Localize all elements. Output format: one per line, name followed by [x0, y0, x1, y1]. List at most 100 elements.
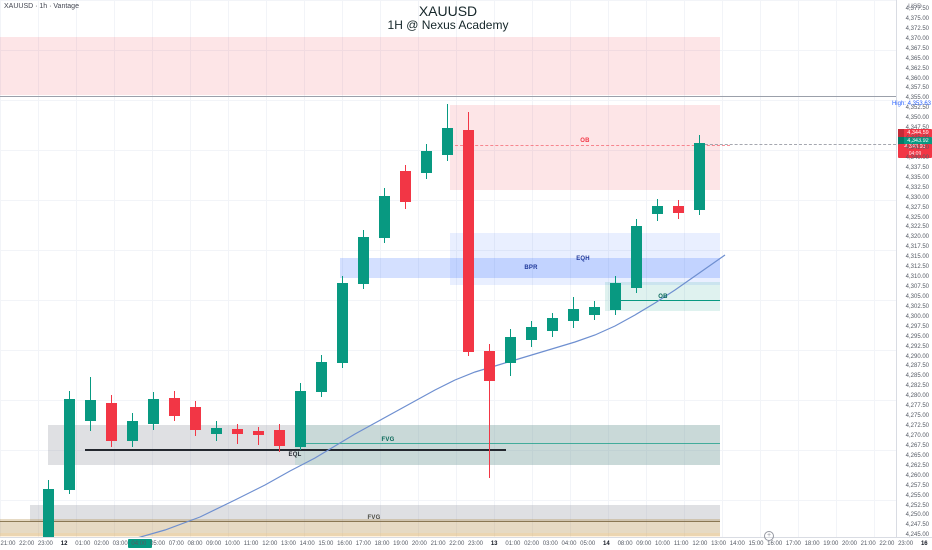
candle-wick [258, 427, 259, 445]
time-tick: 07:00 [168, 541, 184, 547]
currency-label[interactable]: USD [908, 3, 922, 10]
zone-label-fvg: FVG [367, 515, 381, 521]
sell-price-value: 4,344.59 [907, 129, 929, 136]
time-tick: 21:00 [430, 541, 446, 547]
time-tick: 18:00 [804, 541, 820, 547]
sell-price-tag[interactable]: 4,344.59 [898, 129, 932, 138]
price-tick: 4,310.00 [905, 274, 929, 281]
time-tick: 18:00 [374, 541, 390, 547]
candle [295, 391, 306, 447]
price-tick: 4,337.50 [905, 164, 929, 171]
price-tick: 4,317.50 [905, 244, 929, 251]
candle [337, 283, 348, 363]
price-tick: 4,252.50 [905, 502, 929, 509]
price-tick: 4,257.50 [905, 482, 929, 489]
time-tick: 19:00 [393, 541, 409, 547]
candle [232, 429, 243, 434]
price-tick: 4,305.00 [905, 293, 929, 300]
candle [211, 428, 222, 434]
candle [589, 307, 600, 315]
chart-title: XAUUSD [418, 3, 478, 19]
time-tick: 21:00 [860, 541, 876, 547]
candle [673, 206, 684, 213]
price-tick: 4,372.50 [905, 25, 929, 32]
time-tick: 20:00 [841, 541, 858, 547]
time-tick: 13:00 [711, 541, 727, 547]
candle [379, 196, 390, 238]
chart-title-block: XAUUSD 1H @ Nexus Academy [0, 4, 896, 32]
price-tick: 4,260.00 [905, 472, 929, 479]
high-price-label: High: 4,353.63 [891, 101, 931, 107]
time-tick: 23:00 [898, 541, 914, 547]
time-tick: 23:00 [467, 541, 484, 547]
price-tick: 4,300.00 [905, 313, 929, 320]
timeline-plus-icon[interactable]: + [764, 531, 774, 541]
price-tick: 4,297.50 [905, 323, 929, 330]
time-tick: 11:00 [673, 541, 689, 547]
candle [463, 130, 474, 352]
time-tick: 09:00 [206, 541, 222, 547]
price-tick: 4,332.50 [905, 184, 929, 191]
price-tick: 4,357.50 [905, 85, 929, 92]
candle [127, 421, 138, 441]
price-tick: 4,370.00 [905, 35, 929, 42]
symbol-legend[interactable]: XAUUSD · 1h · Vantage [4, 3, 79, 10]
fvg-line-teal [295, 443, 720, 444]
price-axis[interactable]: USD High: 4,353.63 4,344.59 4,343.92 4,3… [892, 0, 932, 538]
price-tick: 4,345.00 [905, 135, 929, 142]
price-tick: 4,302.50 [905, 303, 929, 310]
bar-countdown: 04:09 [908, 150, 922, 157]
zone-label-ob: OB [658, 294, 668, 300]
last-price-value: 4,343.91 [904, 144, 926, 150]
buy-price-tag[interactable]: 4,343.92 [898, 137, 932, 146]
price-tick: 4,287.50 [905, 363, 929, 370]
price-tick: 4,282.50 [905, 383, 929, 390]
time-tick: 12:00 [262, 541, 278, 547]
time-axis[interactable]: 21:00 22:00 23:00 12 01:00 02:00 03:00 04:00 05:… [0, 537, 932, 550]
time-tick: 19:00 [823, 541, 839, 547]
price-tick: 4,250.00 [905, 512, 929, 519]
supply-zone-upper[interactable] [0, 37, 720, 95]
price-tick: 4,335.00 [905, 174, 929, 181]
supply-zone-ob[interactable] [450, 105, 720, 190]
ob-midline-red [450, 145, 730, 146]
range-zone-fvg-teal[interactable] [295, 425, 720, 465]
candle [547, 318, 558, 331]
zone-label-bpr: BPR [524, 265, 538, 271]
price-tick: 4,315.00 [905, 254, 929, 261]
candle [442, 128, 453, 155]
time-tick: 05:00 [150, 541, 166, 547]
price-tick: 4,247.50 [905, 522, 929, 529]
candle [568, 309, 579, 321]
price-tick: 4,362.50 [905, 65, 929, 72]
price-tick: 4,312.50 [905, 264, 929, 271]
price-tick: 4,275.00 [905, 413, 929, 420]
candle [85, 400, 96, 421]
time-tick: 03:00 [542, 541, 558, 547]
time-tick: 16:00 [337, 541, 353, 547]
time-tick: 15:00 [318, 541, 334, 547]
price-tick: 4,295.00 [905, 333, 929, 340]
candle-wick [489, 344, 490, 478]
time-tick: 17:00 [785, 541, 801, 547]
chart-pane[interactable]: OB EQH BPR OB FVG EQL FVG [0, 0, 896, 537]
price-tick: 4,367.50 [905, 45, 929, 52]
zone-label-fvg: FVG [381, 437, 395, 443]
time-tick: 15:00 [748, 541, 764, 547]
price-tick: 4,320.00 [905, 234, 929, 241]
zone-label-eql: EQL [288, 452, 302, 458]
candle [421, 151, 432, 173]
price-tick: 4,347.50 [905, 125, 929, 132]
time-tick: 03:00 [112, 541, 128, 547]
time-tick: 23:00 [37, 541, 53, 547]
price-tick: 4,325.00 [905, 214, 929, 221]
price-tick: 4,280.00 [905, 393, 929, 400]
time-tick: 14:00 [299, 541, 315, 547]
time-tick: 22:00 [879, 541, 895, 547]
candle-wick [237, 424, 238, 444]
last-price-tag[interactable]: 4,343.91 04:09 [898, 144, 932, 158]
candle [43, 489, 54, 537]
price-tick: 4,340.00 [905, 154, 929, 161]
price-tick: 4,360.00 [905, 75, 929, 82]
